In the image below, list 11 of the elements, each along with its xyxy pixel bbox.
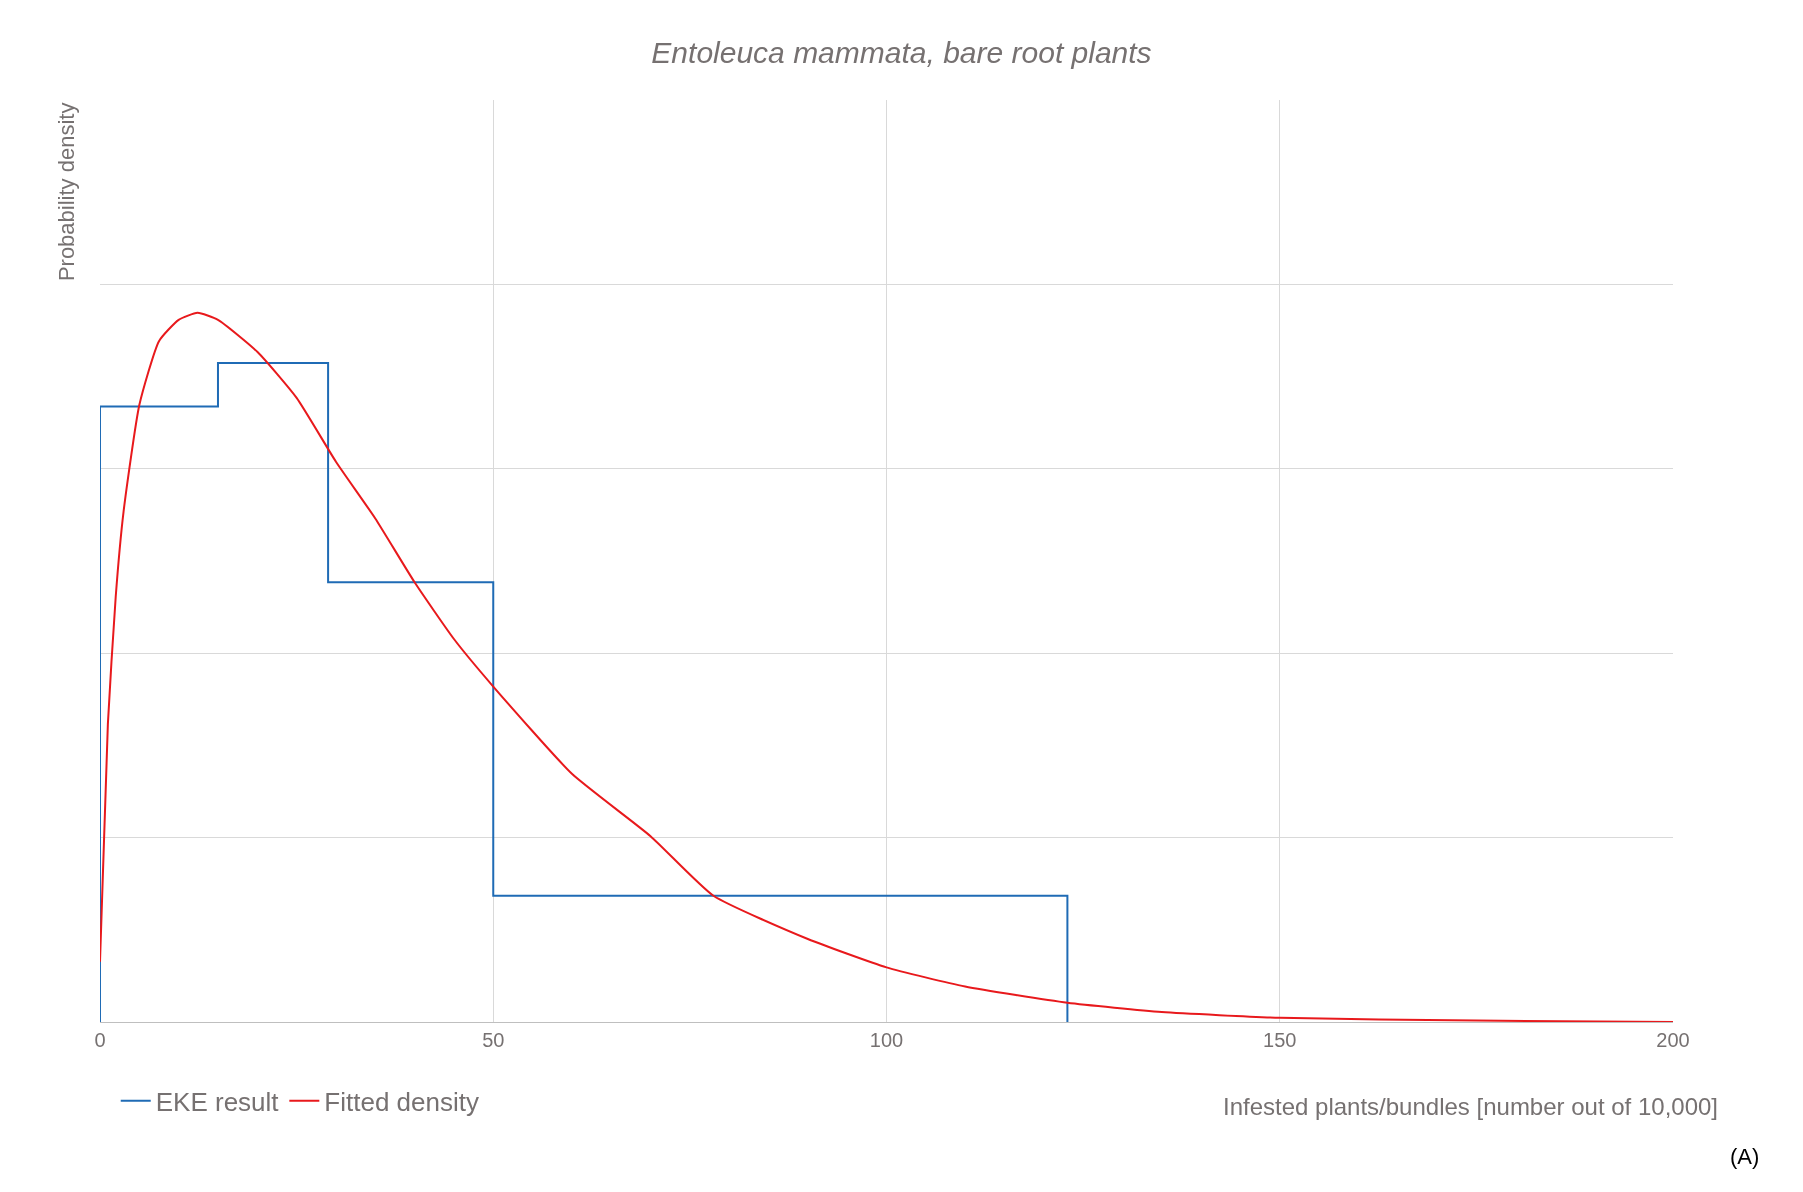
y-axis-title: Probability density <box>54 102 80 282</box>
x-tick-label: 200 <box>1656 1029 1690 1051</box>
x-axis-title: Infested plants/bundles [number out of 10,000] <box>1223 1093 1719 1120</box>
x-tick-label: 150 <box>1263 1029 1297 1051</box>
x-tick-label: 100 <box>869 1029 904 1051</box>
legend-label: EKE result <box>155 1086 280 1117</box>
x-tick-label: 50 <box>482 1029 505 1051</box>
x-tick-label: 0 <box>94 1029 106 1051</box>
legend-label: Fitted density <box>324 1086 479 1117</box>
chart-title: Entoleuca mammata, bare root plants <box>651 35 1152 69</box>
text: (A) <box>1730 1144 1760 1169</box>
